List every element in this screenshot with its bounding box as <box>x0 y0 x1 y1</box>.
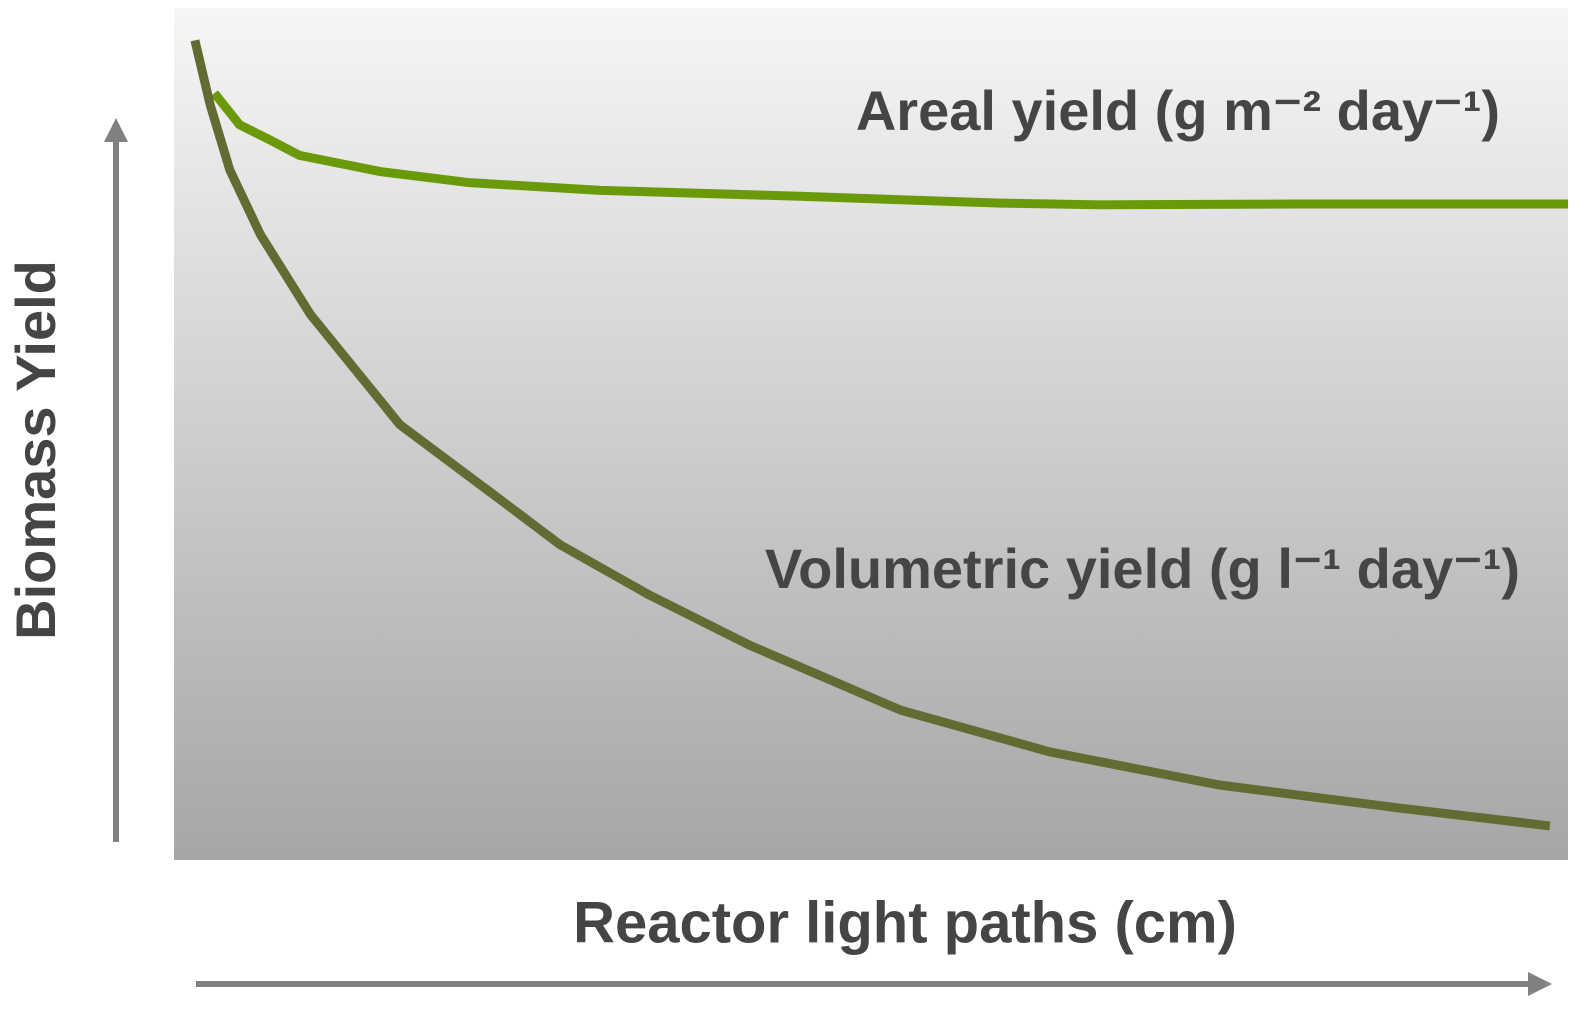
y-axis-label: Biomass Yield <box>4 260 67 640</box>
series-label: Volumetric yield (g l⁻¹ day⁻¹) <box>765 537 1520 600</box>
series-line <box>190 39 1551 831</box>
x-axis-label: Reactor light paths (cm) <box>573 890 1237 955</box>
series-label: Areal yield (g m⁻² day⁻¹) <box>856 79 1500 142</box>
series-line <box>210 90 1568 210</box>
